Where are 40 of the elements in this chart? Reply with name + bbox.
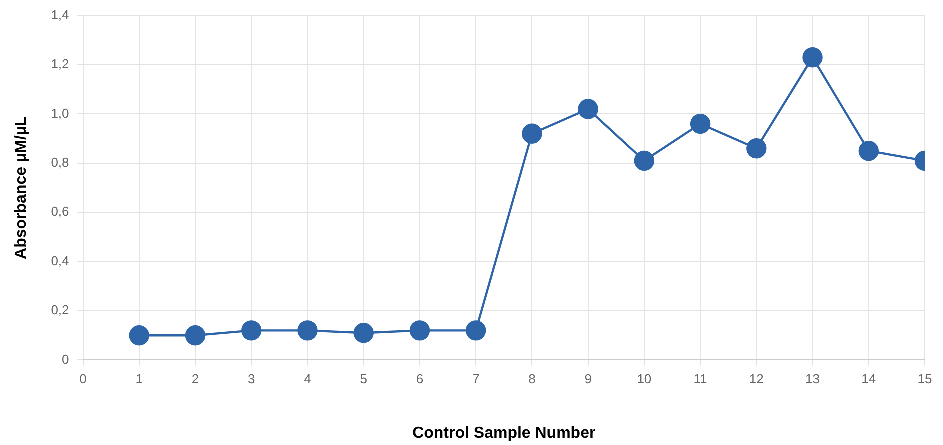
y-tick-label: 0,4 bbox=[51, 253, 70, 268]
x-tick-label: 6 bbox=[416, 372, 424, 387]
point bbox=[858, 141, 879, 162]
point bbox=[410, 320, 430, 341]
x-tick-label: 0 bbox=[80, 372, 87, 387]
point bbox=[466, 320, 486, 341]
point bbox=[242, 320, 262, 341]
x-tick-label: 4 bbox=[304, 372, 312, 387]
x-tick-label: 10 bbox=[637, 372, 652, 387]
point bbox=[185, 326, 206, 346]
y-tick-label: 0,6 bbox=[51, 204, 70, 220]
x-tick-label: 1 bbox=[136, 372, 144, 387]
point bbox=[634, 150, 655, 172]
y-tick-label: 0 bbox=[62, 352, 70, 367]
y-tick-label: 1,4 bbox=[51, 7, 70, 22]
point bbox=[354, 323, 374, 344]
point bbox=[578, 99, 598, 120]
x-tick-label: 2 bbox=[192, 372, 200, 387]
x-tick-label: 3 bbox=[248, 372, 256, 387]
y-tick-label: 1,0 bbox=[51, 106, 70, 121]
x-tick-label: 12 bbox=[749, 372, 764, 387]
x-tick-label: 8 bbox=[528, 372, 536, 387]
point bbox=[746, 138, 767, 159]
y-tick-label: 0,8 bbox=[51, 154, 70, 170]
y-tick-label: 0,2 bbox=[51, 302, 70, 318]
point bbox=[129, 326, 150, 346]
y-tick-label: 1,2 bbox=[51, 56, 70, 72]
x-tick-label: 9 bbox=[584, 372, 592, 387]
x-tick-label: 7 bbox=[472, 372, 480, 387]
point bbox=[690, 114, 711, 134]
x-tick-label: 15 bbox=[918, 372, 932, 387]
point bbox=[802, 48, 823, 68]
point bbox=[522, 124, 542, 144]
x-tick-label: 11 bbox=[694, 372, 708, 387]
point bbox=[298, 320, 318, 341]
x-tick-label: 5 bbox=[360, 372, 368, 387]
x-tick-label: 14 bbox=[862, 372, 876, 387]
y-axis-title: Absorbance µM/µL bbox=[13, 116, 30, 260]
x-axis-title: Control Sample Number bbox=[412, 424, 596, 442]
x-tick-label: 13 bbox=[806, 372, 820, 387]
